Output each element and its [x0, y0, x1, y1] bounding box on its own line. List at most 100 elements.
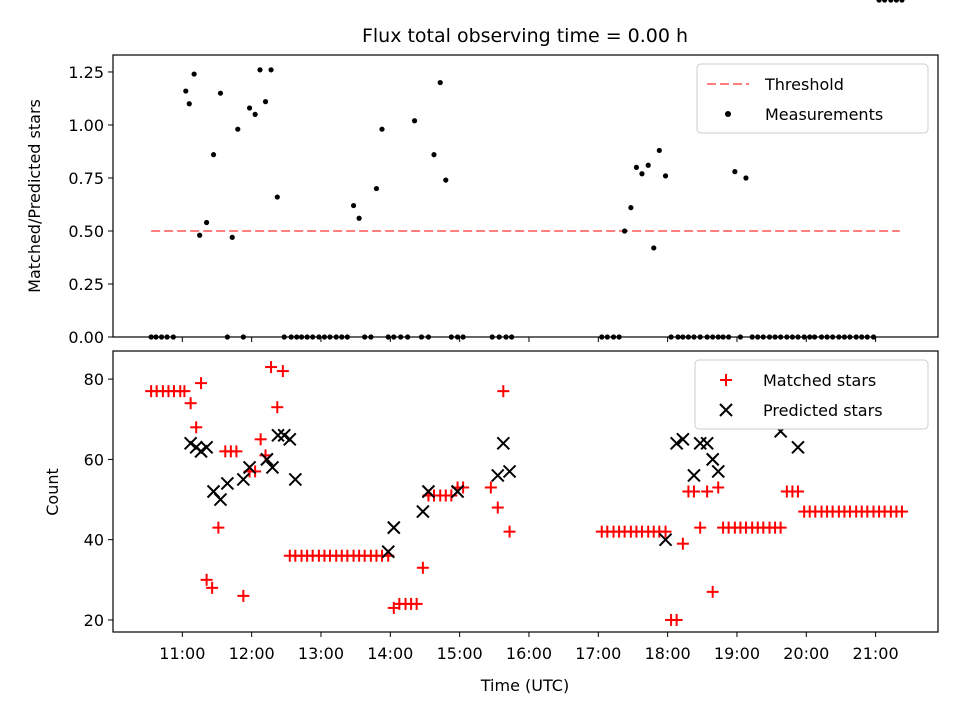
measurement-point: [191, 71, 197, 77]
matched-star-point: [659, 525, 672, 538]
predicted-star-point: [669, 436, 684, 451]
matched-star-point: [212, 521, 225, 534]
matched-star-point: [178, 385, 191, 398]
measurement-point: [246, 105, 253, 111]
matched-star-point: [190, 421, 203, 434]
predicted-star-point: [700, 436, 714, 451]
top-panel: 0.00 0.25 0.50 0.75 1.00 1.25 Matched/Predict…: [25, 0, 939, 347]
legend-threshold-label: Threshold: [764, 75, 844, 94]
predicted-star-point: [502, 464, 517, 479]
top-y-tick-label: 0.25: [68, 275, 104, 294]
measurement-point: [274, 194, 280, 200]
matched-star-point: [195, 377, 208, 390]
predicted-star-point: [277, 428, 291, 443]
matched-star-point: [895, 505, 908, 518]
predicted-star-point: [183, 436, 198, 451]
measurement-point: [876, 0, 882, 3]
predicted-star-point: [288, 472, 303, 487]
measurement-point: [268, 67, 274, 73]
matched-star-point: [416, 561, 429, 574]
matched-star-point: [200, 573, 213, 586]
top-y-tick-label: 0.75: [68, 169, 104, 188]
matched-star-point: [676, 537, 689, 550]
matched-star-point: [491, 501, 504, 514]
predicted-star-point: [213, 492, 228, 507]
predicted-star-point: [387, 520, 401, 535]
measurement-point: [656, 147, 662, 154]
measurement-point: [633, 164, 640, 170]
predicted-star-point: [283, 432, 297, 447]
matched-star-point: [791, 485, 804, 498]
measurement-point: [411, 118, 418, 124]
matched-star-point: [484, 481, 497, 494]
legend-predicted-swatch: [719, 403, 733, 417]
x-tick-label: 15:00: [437, 644, 483, 663]
x-tick-label: 19:00: [714, 644, 760, 663]
predicted-star-point: [711, 464, 725, 479]
matched-star-point: [254, 433, 267, 446]
measurement-point: [893, 0, 900, 3]
matched-star-point: [230, 445, 243, 458]
measurement-point: [183, 88, 189, 94]
measurement-point: [443, 177, 449, 183]
bottom-plot-frame: [112, 350, 939, 633]
top-plot-frame: [112, 54, 939, 338]
bottom-x-ticks: 11:00 12:00 13:00 14:00 15:00 16:00 17:00 18:00…: [159, 632, 899, 663]
measurement-point: [257, 67, 263, 73]
x-tick-label: 17:00: [575, 644, 621, 663]
measurement-point: [732, 169, 738, 175]
measurement-point: [639, 171, 645, 177]
matched-star-point: [457, 481, 470, 494]
measurement-point: [651, 245, 657, 251]
matched-star-point: [774, 521, 787, 534]
x-tick-label: 18:00: [645, 644, 691, 663]
x-axis-label: Time (UTC): [480, 676, 569, 695]
predicted-star-point: [265, 460, 280, 475]
measurement-point: [888, 0, 894, 3]
measurement-point: [235, 126, 241, 132]
matched-star-point: [706, 585, 719, 598]
matched-star-point: [276, 365, 289, 378]
top-legend-box: [696, 63, 929, 134]
predicted-star-point: [421, 484, 436, 499]
x-tick-label: 11:00: [159, 644, 205, 663]
measurement-point: [203, 219, 210, 226]
x-tick-label: 16:00: [506, 644, 552, 663]
top-y-ticks: 0.00 0.25 0.50 0.75 1.00 1.25: [68, 63, 113, 347]
bottom-y-tick-label: 60: [84, 450, 104, 469]
measurement-point: [229, 234, 235, 240]
measurement-point: [186, 101, 192, 107]
predicted-star-point: [220, 476, 235, 491]
top-y-tick-label: 1.00: [68, 116, 104, 135]
predicted-star-point: [658, 532, 673, 547]
measurement-point: [662, 173, 669, 179]
measurement-point: [252, 111, 258, 117]
measurement-point: [379, 126, 385, 132]
legend-predicted-label: Predicted stars: [763, 401, 883, 420]
top-y-tick-label: 0.50: [68, 222, 104, 241]
top-x-ticks: [181, 337, 877, 342]
predicted-star-point: [416, 504, 430, 519]
predicted-star-point: [676, 432, 690, 447]
matched-star-point: [184, 397, 197, 410]
matched-star-point: [497, 385, 510, 398]
matched-star-point: [265, 361, 278, 374]
matched-star-point: [410, 597, 423, 610]
measurement-point: [622, 228, 628, 234]
measurement-point: [217, 90, 224, 96]
predicted-star-point: [791, 440, 805, 455]
predicted-star-point: [271, 428, 285, 443]
top-legend: Threshold Measurements: [696, 63, 929, 134]
predicted-star-point: [260, 452, 274, 467]
predicted-star-point: [496, 436, 511, 451]
bottom-legend-box: [694, 359, 929, 430]
matched-star-point: [445, 489, 458, 502]
top-y-tick-label: 0.00: [68, 328, 104, 347]
measurement-point: [628, 205, 634, 211]
measurement-point: [899, 0, 905, 3]
predicted-star-point: [199, 440, 214, 455]
predicted-star-point: [381, 545, 395, 559]
matched-star-point: [206, 581, 219, 594]
measurement-point: [262, 99, 269, 105]
